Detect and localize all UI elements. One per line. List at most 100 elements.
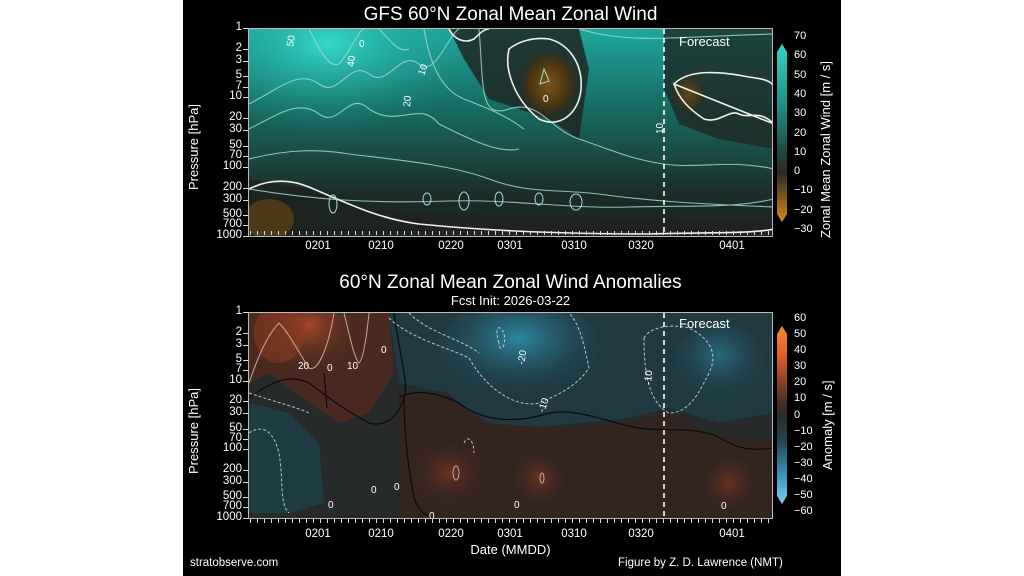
bottom-y-tick-mark (243, 380, 248, 382)
top-x-minor-tick (327, 231, 328, 235)
top-x-minor-tick (348, 231, 349, 235)
bottom-x-minor-tick (285, 519, 286, 523)
top-y-tick: 50 (229, 138, 242, 151)
bottom-x-minor-tick (418, 519, 419, 523)
bottom-colorbar-tick: −50 (794, 488, 813, 501)
bottom-x-minor-tick (663, 519, 664, 523)
bottom-x-minor-tick (257, 519, 258, 523)
bottom-y-tick-mark (243, 413, 248, 415)
bottom-y-tick-mark (243, 507, 248, 509)
bottom-x-minor-tick (614, 519, 615, 523)
top-x-minor-tick (677, 231, 678, 235)
top-x-minor-tick (530, 231, 531, 235)
bottom-x-minor-tick (712, 519, 713, 523)
bottom-x-minor-tick (523, 519, 524, 523)
top-x-minor-tick (467, 231, 468, 235)
bottom-x-minor-tick (362, 519, 363, 523)
svg-text:10: 10 (655, 122, 666, 134)
top-y-tick: 70 (229, 148, 242, 161)
bottom-x-minor-tick (348, 519, 349, 523)
svg-text:40: 40 (346, 55, 358, 67)
top-x-minor-tick (593, 231, 594, 235)
top-x-minor-tick (285, 231, 286, 235)
top-x-minor-tick (586, 231, 587, 235)
top-x-minor-tick (733, 231, 734, 235)
bottom-y-tick: 300 (222, 475, 242, 488)
bottom-x-tick: 0310 (561, 528, 587, 540)
bottom-x-minor-tick (390, 519, 391, 523)
bottom-colorbar-tick: 30 (794, 360, 807, 373)
top-x-minor-tick (628, 231, 629, 235)
bottom-x-minor-tick (635, 519, 636, 523)
top-y-tick: 3 (235, 54, 242, 67)
bottom-x-minor-tick (705, 519, 706, 523)
bottom-y-tick-mark (243, 470, 248, 471)
top-y-tick: 1000 (216, 229, 242, 241)
bottom-y-tick: 30 (229, 406, 242, 419)
top-x-minor-tick (642, 231, 643, 235)
bottom-x-minor-tick (488, 519, 489, 523)
svg-text:0: 0 (359, 39, 365, 50)
top-y-tick-mark (243, 155, 248, 157)
bottom-x-minor-tick (656, 519, 657, 523)
bottom-x-minor-tick (313, 519, 314, 523)
bottom-x-minor-tick (747, 519, 748, 523)
top-y-tick: 100 (222, 159, 242, 172)
top-y-tick-mark (243, 215, 248, 217)
top-x-minor-tick (670, 231, 671, 235)
top-x-minor-tick (341, 231, 342, 235)
top-forecast-label: Forecast (679, 34, 730, 49)
top-x-minor-tick (411, 231, 412, 235)
bottom-colorbar-tick: 10 (794, 392, 807, 405)
top-x-minor-tick (747, 231, 748, 235)
top-colorbar-tick: 20 (794, 126, 807, 139)
svg-text:-10: -10 (643, 369, 655, 385)
top-x-minor-tick (474, 231, 475, 235)
top-y-tick: 500 (222, 208, 242, 221)
svg-text:0: 0 (394, 482, 400, 493)
top-x-minor-tick (509, 231, 510, 235)
top-colorbar-title: Zonal Mean Zonal Wind [m / s] (818, 60, 833, 238)
bottom-x-minor-tick (264, 519, 265, 523)
top-x-minor-tick (362, 231, 363, 235)
bottom-x-minor-tick (453, 519, 454, 523)
top-x-minor-tick (495, 231, 496, 235)
bottom-x-minor-tick (719, 519, 720, 523)
bottom-x-minor-tick (684, 519, 685, 523)
top-x-minor-tick (607, 231, 608, 235)
bottom-colorbar-title: Anomaly [m / s] (820, 380, 835, 470)
top-y-tick-mark (243, 76, 248, 78)
top-chart-title: GFS 60°N Zonal Mean Zonal Wind (363, 4, 658, 25)
top-y-tick: 7 (235, 79, 242, 92)
bottom-x-minor-tick (558, 519, 559, 523)
bottom-x-minor-tick (761, 519, 762, 523)
top-colorbar-tick: −20 (794, 203, 813, 216)
top-x-tick: 0210 (368, 240, 394, 252)
top-x-minor-tick (425, 231, 426, 235)
bottom-y-tick-mark (243, 428, 248, 430)
bottom-y-tick: 70 (229, 431, 242, 444)
top-y-tick: 20 (229, 111, 242, 124)
top-x-minor-tick (404, 231, 405, 235)
bottom-x-minor-tick (621, 519, 622, 523)
top-x-minor-tick (551, 231, 552, 235)
bottom-x-minor-tick (649, 519, 650, 523)
bottom-x-minor-tick (600, 519, 601, 523)
bottom-x-tick: 0320 (628, 528, 654, 540)
top-x-minor-tick (453, 231, 454, 235)
bottom-x-minor-tick (495, 519, 496, 523)
bottom-x-tick: 0401 (719, 528, 745, 540)
bottom-y-tick: 7 (235, 363, 242, 376)
top-y-tick-mark (243, 97, 248, 99)
bottom-colorbar-tick: −40 (794, 472, 813, 485)
bottom-x-minor-tick (299, 519, 300, 523)
bottom-colorbar-tick: −60 (794, 505, 813, 517)
bottom-x-minor-tick (369, 519, 370, 523)
bottom-x-minor-tick (306, 519, 307, 523)
top-x-minor-tick (698, 231, 699, 235)
bottom-x-minor-tick (467, 519, 468, 523)
bottom-x-minor-tick (642, 519, 643, 523)
bottom-x-minor-tick (327, 519, 328, 523)
top-x-minor-tick (390, 231, 391, 235)
bottom-x-minor-tick (691, 519, 692, 523)
